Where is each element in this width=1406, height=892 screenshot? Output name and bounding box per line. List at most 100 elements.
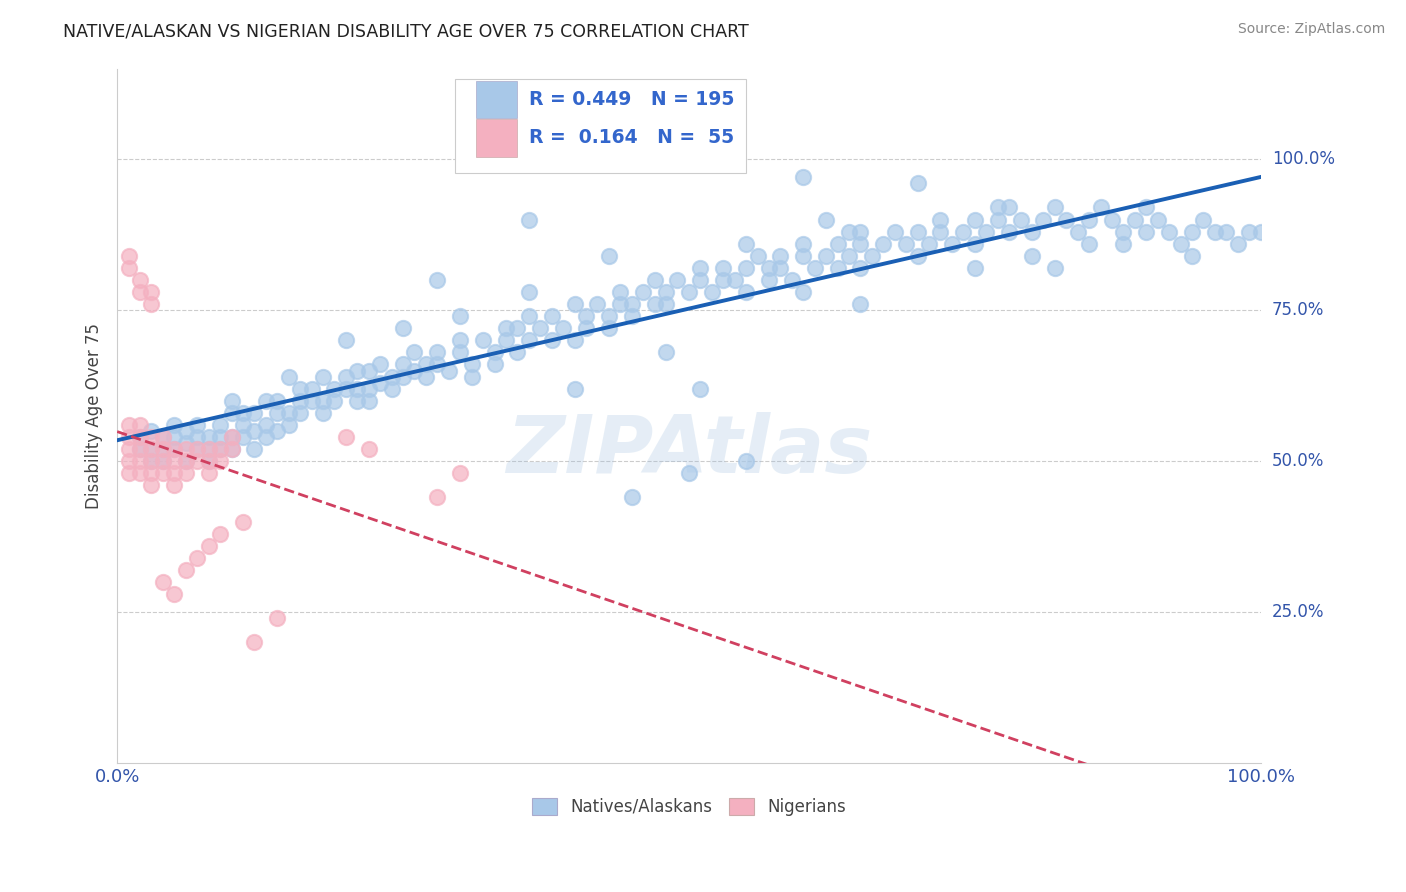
Point	[266, 424, 288, 438]
Point	[1054, 212, 1077, 227]
Point	[186, 442, 208, 456]
Point	[644, 297, 666, 311]
Point	[426, 345, 449, 359]
Point	[335, 334, 357, 348]
Point	[381, 369, 404, 384]
Point	[357, 393, 380, 408]
Point	[254, 393, 277, 408]
Point	[381, 382, 404, 396]
Point	[540, 309, 562, 323]
Point	[392, 321, 415, 335]
Point	[1250, 225, 1272, 239]
Point	[883, 225, 905, 239]
Text: 25.0%: 25.0%	[1272, 603, 1324, 621]
Point	[792, 285, 814, 299]
Point	[655, 297, 678, 311]
Point	[266, 393, 288, 408]
Point	[827, 260, 849, 275]
Point	[357, 382, 380, 396]
Point	[186, 430, 208, 444]
Point	[655, 285, 678, 299]
Point	[724, 273, 747, 287]
Point	[243, 406, 266, 420]
Point	[368, 358, 391, 372]
Point	[517, 334, 540, 348]
Point	[1204, 225, 1226, 239]
Point	[152, 466, 174, 480]
Point	[357, 442, 380, 456]
Point	[849, 225, 872, 239]
Point	[186, 550, 208, 565]
Point	[872, 236, 894, 251]
Point	[392, 369, 415, 384]
Point	[141, 297, 163, 311]
Point	[963, 212, 986, 227]
Point	[472, 334, 495, 348]
Point	[197, 442, 219, 456]
Point	[849, 260, 872, 275]
Point	[437, 363, 460, 377]
Point	[1032, 212, 1054, 227]
Point	[221, 393, 243, 408]
Point	[564, 297, 586, 311]
Point	[152, 454, 174, 468]
Point	[163, 442, 186, 456]
Point	[141, 430, 163, 444]
Point	[792, 170, 814, 185]
Y-axis label: Disability Age Over 75: Disability Age Over 75	[86, 323, 103, 508]
Point	[564, 382, 586, 396]
Point	[838, 249, 860, 263]
Point	[141, 454, 163, 468]
Point	[357, 363, 380, 377]
Point	[312, 369, 335, 384]
Point	[323, 382, 346, 396]
Point	[620, 309, 643, 323]
Point	[232, 430, 254, 444]
Point	[918, 236, 941, 251]
Point	[415, 358, 437, 372]
Point	[460, 369, 482, 384]
Point	[952, 225, 974, 239]
Point	[152, 430, 174, 444]
Point	[129, 273, 152, 287]
Point	[209, 442, 232, 456]
Point	[301, 393, 323, 408]
Point	[163, 587, 186, 601]
Point	[301, 382, 323, 396]
Point	[129, 430, 152, 444]
Point	[186, 442, 208, 456]
Point	[141, 442, 163, 456]
Point	[929, 225, 952, 239]
Text: ZIPAtlas: ZIPAtlas	[506, 411, 872, 490]
Point	[735, 454, 758, 468]
Point	[620, 491, 643, 505]
Point	[644, 273, 666, 287]
Point	[849, 236, 872, 251]
Legend: Natives/Alaskans, Nigerians: Natives/Alaskans, Nigerians	[523, 789, 855, 824]
Point	[907, 225, 929, 239]
Point	[232, 406, 254, 420]
Point	[769, 249, 792, 263]
Point	[163, 478, 186, 492]
Point	[747, 249, 769, 263]
Point	[197, 466, 219, 480]
Point	[1021, 225, 1043, 239]
Point	[655, 345, 678, 359]
Point	[232, 515, 254, 529]
Point	[117, 454, 139, 468]
Point	[792, 249, 814, 263]
Point	[243, 442, 266, 456]
Point	[484, 345, 506, 359]
Point	[1181, 225, 1204, 239]
Point	[998, 225, 1021, 239]
FancyBboxPatch shape	[477, 81, 517, 119]
Point	[609, 285, 631, 299]
Point	[288, 382, 311, 396]
Point	[1090, 201, 1112, 215]
Point	[392, 358, 415, 372]
Point	[1078, 212, 1101, 227]
Point	[529, 321, 551, 335]
Point	[1112, 236, 1135, 251]
Point	[163, 442, 186, 456]
Point	[711, 260, 734, 275]
